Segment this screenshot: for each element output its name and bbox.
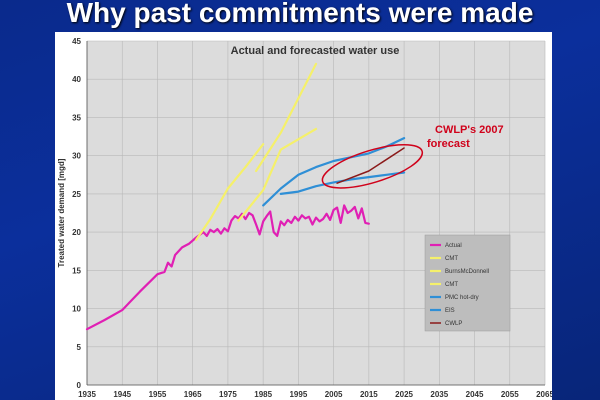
- y-tick-label: 15: [72, 266, 81, 275]
- legend-entry: PMC hot-dry: [445, 295, 479, 301]
- x-tick-label: 2045: [466, 390, 484, 399]
- y-tick-label: 35: [72, 113, 81, 122]
- plot-area: [87, 41, 545, 385]
- forecast-ellipse: [321, 144, 424, 189]
- chart-figure: 0 5 10 15 20 25 30 35 40 45 1935 1945 1955 1965 1975 19…: [55, 32, 552, 400]
- x-tick-label: 1935: [78, 390, 96, 399]
- series-line-4: [255, 62, 318, 173]
- series-line-5: [262, 137, 406, 207]
- series-line-3: [237, 127, 318, 222]
- series-line-1: [85, 204, 370, 331]
- y-tick-label: 20: [72, 228, 81, 237]
- x-tick-label: 2005: [325, 390, 343, 399]
- x-tick-label: 2055: [501, 390, 519, 399]
- y-tick-label: 25: [72, 190, 81, 199]
- y-tick-label: 40: [72, 75, 81, 84]
- x-tick-label: 1975: [219, 390, 237, 399]
- y-tick-label: 30: [72, 152, 81, 161]
- y-tick-label: 10: [72, 305, 81, 314]
- annotation-line-2: forecast: [427, 138, 470, 150]
- x-tick-label: 1985: [254, 390, 272, 399]
- y-axis-label: Treated water demand [mgd]: [57, 158, 66, 267]
- slide-title: Why past commitments were made: [66, 0, 534, 28]
- x-tick-label: 1955: [149, 390, 167, 399]
- x-tick-label: 2035: [430, 390, 448, 399]
- y-tick-label: 5: [77, 343, 82, 352]
- series-line-2: [195, 143, 265, 241]
- x-tick-label: 1965: [184, 390, 202, 399]
- x-tick-label: 2015: [360, 390, 378, 399]
- legend-entry: EIS: [445, 308, 455, 314]
- legend-entry: Actual: [445, 243, 462, 249]
- y-tick-label: 45: [72, 37, 81, 46]
- legend-entry: CWLP: [445, 321, 462, 327]
- legend-entry: BurnsMcDonnell: [445, 269, 489, 275]
- x-tick-label: 2065: [536, 390, 552, 399]
- x-tick-label: 2025: [395, 390, 413, 399]
- legend-entry: CMT: [445, 282, 458, 288]
- annotation-line-1: CWLP's 2007: [435, 124, 504, 136]
- legend-entry: CMT: [445, 256, 458, 262]
- x-tick-label: 1945: [113, 390, 131, 399]
- chart-title: Actual and forecasted water use: [231, 45, 400, 57]
- x-tick-label: 1995: [289, 390, 307, 399]
- y-tick-label: 0: [77, 381, 82, 390]
- series-line-7: [336, 147, 405, 184]
